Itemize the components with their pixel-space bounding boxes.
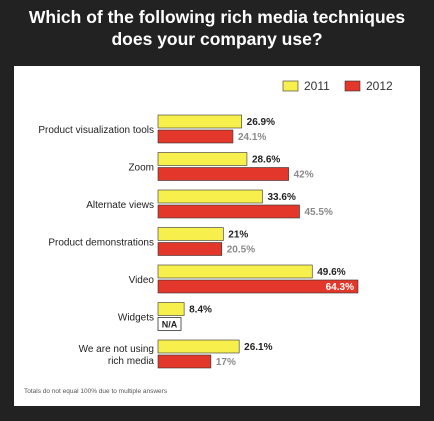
bar-chart: 2011 2012 Product visualization tools 26.9%… — [38, 79, 393, 369]
bar-2012 — [157, 279, 359, 294]
data-label-2011: 8.4% — [189, 305, 212, 316]
data-label-2012: 64.3% — [326, 282, 354, 293]
data-label-2011: 28.6% — [252, 155, 280, 166]
category-label: We are not using — [79, 344, 154, 355]
bar-2011 — [157, 339, 240, 354]
bar-2012 — [157, 167, 289, 181]
bar-2011 — [157, 152, 248, 166]
legend-label-2012: 2012 — [366, 79, 393, 93]
bar-2011 — [157, 302, 185, 316]
bar-2012 — [157, 204, 300, 219]
bar-2012 — [157, 129, 234, 144]
bar-2011 — [157, 227, 224, 241]
data-label-2011: 33.6% — [267, 192, 295, 203]
legend-swatch-2012 — [344, 80, 361, 92]
data-label-2012: 24.1% — [238, 132, 266, 143]
bar-2011 — [157, 264, 313, 279]
category-label: rich media — [108, 356, 155, 367]
category-label: Zoom — [128, 163, 154, 174]
category-label: Product demonstrations — [48, 238, 154, 249]
data-label-2011: 49.6% — [317, 267, 345, 278]
chart-panel: 2011 2012 Product visualization tools 26.9%… — [14, 66, 420, 406]
data-label-2011: 26.9% — [247, 117, 275, 128]
category-label: Video — [129, 275, 155, 286]
data-label-2012: 17% — [216, 357, 236, 368]
data-label-2012: 20.5% — [227, 245, 255, 256]
data-label-2011: 26.1% — [244, 342, 272, 353]
category-label: Alternate views — [86, 200, 154, 211]
chart-title: Which of the following rich media techni… — [28, 7, 406, 49]
data-label-2012: N/A — [162, 320, 178, 330]
bar-2011 — [157, 189, 263, 204]
bar-2011 — [157, 114, 242, 129]
na-box-2012 — [157, 317, 182, 331]
legend-label-2011: 2011 — [304, 79, 330, 93]
bar-2012 — [157, 354, 212, 369]
data-label-2011: 21% — [228, 230, 248, 241]
legend-swatch-2011 — [282, 80, 299, 92]
data-label-2012: 45.5% — [305, 207, 333, 218]
bar-2012 — [157, 242, 223, 256]
data-label-2012: 42% — [294, 170, 314, 181]
category-label: Product visualization tools — [38, 125, 154, 136]
category-label: Widgets — [118, 313, 154, 324]
footnote: Totals do not equal 100% due to multiple… — [24, 388, 168, 395]
